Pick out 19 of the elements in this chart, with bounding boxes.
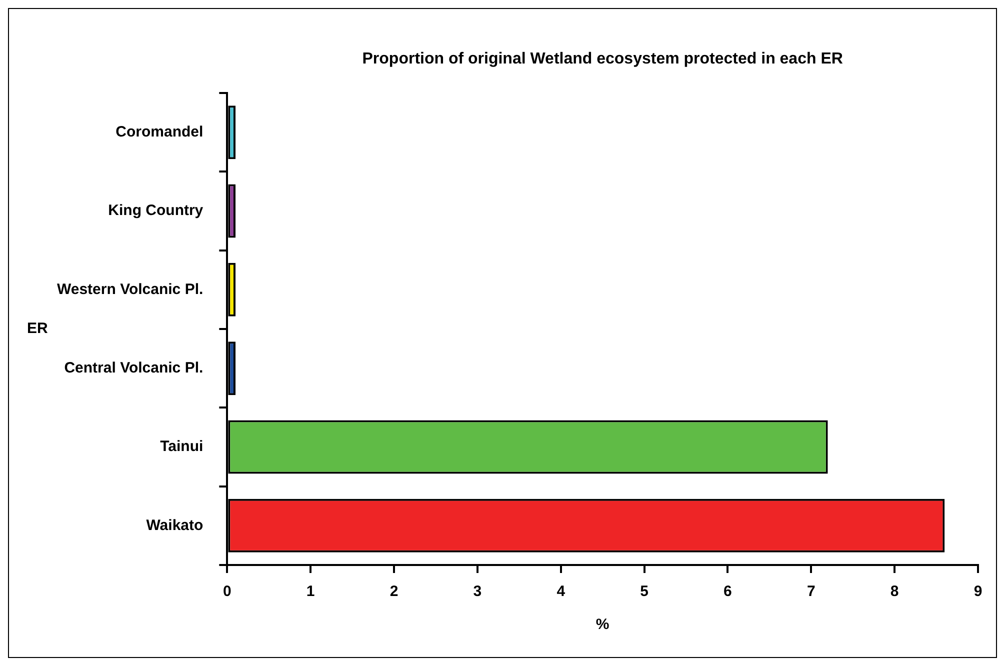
x-tick-label: 1 bbox=[306, 583, 315, 600]
y-tick-label: King Country bbox=[108, 202, 204, 220]
y-tick-label: Tainui bbox=[160, 438, 204, 456]
x-tick-label: 8 bbox=[890, 583, 899, 600]
y-axis-title: ER bbox=[27, 320, 48, 338]
x-tick-label: 6 bbox=[724, 583, 732, 600]
y-tick-label: Western Volcanic Pl. bbox=[56, 280, 204, 298]
x-tick-label: 2 bbox=[390, 583, 398, 600]
y-tick-label: Central Volcanic Pl. bbox=[64, 359, 204, 376]
x-tick-label: 3 bbox=[473, 583, 482, 600]
x-tick-label: 4 bbox=[556, 583, 566, 600]
chart-title: Proportion of original Wetland ecosystem protected in each ER bbox=[362, 50, 844, 68]
x-tick-label: 0 bbox=[222, 583, 232, 600]
x-tick-label: 9 bbox=[974, 583, 982, 600]
x-axis-title: % bbox=[596, 616, 610, 634]
x-tick-label: 7 bbox=[806, 583, 816, 600]
y-tick-label: Waikato bbox=[146, 516, 204, 534]
x-tick-label: 5 bbox=[640, 583, 648, 600]
y-tick-label: Coromandel bbox=[116, 123, 204, 140]
